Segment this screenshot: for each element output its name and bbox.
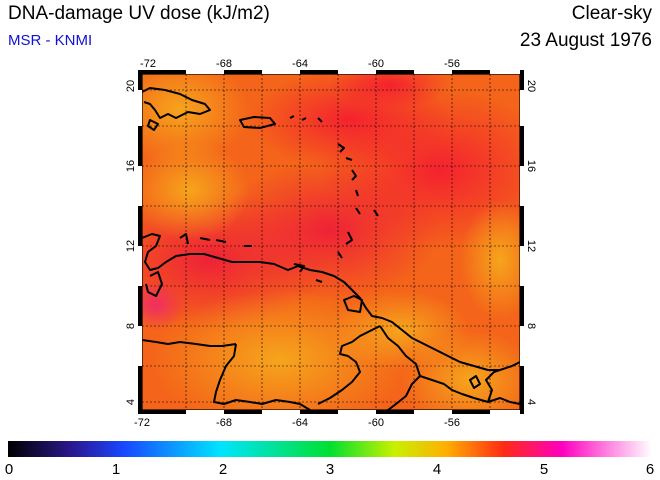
- colorbar-label: 4: [433, 461, 441, 478]
- lat-tick-left: 20: [125, 80, 137, 92]
- lat-tick-left: 12: [125, 240, 137, 252]
- lat-tick-left: 4: [125, 399, 137, 405]
- lon-tick-top: -72: [140, 58, 156, 70]
- lon-tick-top: -64: [292, 58, 308, 70]
- lat-tick-right: 4: [525, 399, 537, 405]
- lon-tick-top: -60: [368, 58, 384, 70]
- lon-tick-top: -56: [444, 58, 460, 70]
- map-title: DNA-damage UV dose (kJ/m2): [8, 3, 270, 24]
- graticule: [142, 74, 520, 410]
- lon-tick-bottom: -56: [444, 417, 460, 429]
- map-frame: [138, 70, 524, 414]
- lon-tick-bottom: -60: [368, 417, 384, 429]
- sky-condition-label: Clear-sky: [571, 3, 652, 24]
- lat-tick-right: 12: [525, 240, 537, 252]
- colorbar-label: 1: [112, 461, 120, 478]
- lat-tick-right: 20: [525, 80, 537, 92]
- colorbar-label: 6: [646, 461, 654, 478]
- colorbar-label: 5: [540, 461, 548, 478]
- lon-tick-bottom: -64: [292, 417, 308, 429]
- lat-tick-left: 16: [125, 160, 137, 172]
- lat-tick-right: 16: [525, 160, 537, 172]
- lat-tick-left: 8: [125, 323, 137, 329]
- colorbar-label: 3: [326, 461, 334, 478]
- lon-tick-bottom: -72: [134, 417, 150, 429]
- coastlines: [142, 87, 520, 410]
- lat-tick-right: 8: [525, 323, 537, 329]
- colorbar-label: 0: [5, 461, 13, 478]
- source-label: MSR - KNMI: [8, 32, 93, 49]
- date-label: 23 August 1976: [519, 30, 652, 51]
- colorbar-label: 2: [219, 461, 227, 478]
- lon-tick-bottom: -68: [216, 417, 232, 429]
- colorbar: [8, 441, 652, 457]
- uv-field: [142, 74, 520, 410]
- lon-tick-top: -68: [216, 58, 232, 70]
